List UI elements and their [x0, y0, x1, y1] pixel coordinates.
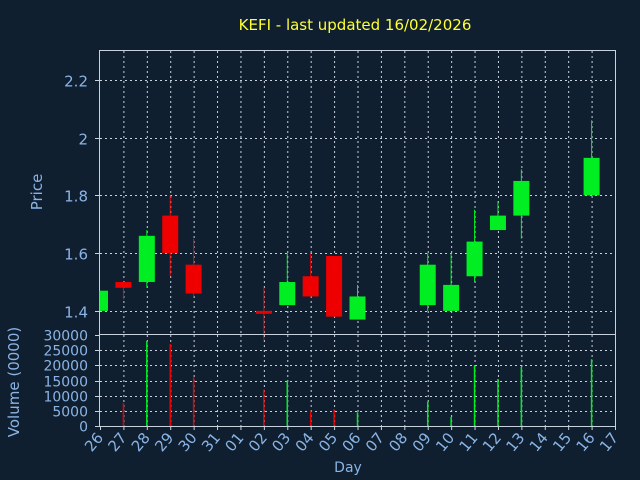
candle-body — [185, 264, 202, 294]
volume-tick-label: 20000 — [43, 359, 88, 375]
x-tick-label: 03 — [268, 429, 294, 455]
candle-03 — [279, 253, 296, 306]
candle-04 — [302, 253, 319, 297]
x-tick-label: 05 — [315, 429, 341, 455]
candle-02 — [255, 287, 272, 340]
volume-axis-label: Volume (0000) — [5, 327, 23, 437]
x-tick-label: 12 — [479, 429, 505, 455]
x-tick-label: 04 — [292, 429, 318, 455]
candle-body — [349, 296, 366, 320]
x-tick-label: 11 — [456, 429, 482, 455]
price-tick-label: 1.6 — [64, 246, 88, 264]
candle-10 — [443, 253, 460, 311]
volume-tick-label: 30000 — [43, 329, 88, 345]
candle-body — [279, 282, 296, 306]
candle-09 — [419, 253, 436, 311]
x-tick-label: 09 — [409, 429, 435, 455]
candle-27 — [115, 282, 132, 300]
candle-12 — [489, 201, 506, 231]
chart-title: KEFI - last updated 16/02/2026 — [239, 16, 472, 34]
volume-tick-label: 0 — [79, 420, 88, 436]
x-tick-label: 01 — [221, 429, 247, 455]
price-tick-label: 2.2 — [64, 73, 88, 91]
candle-13 — [513, 169, 530, 239]
x-tick-label: 16 — [573, 429, 599, 455]
price-y-ticks: 1.4 1.6 1.8 2 2.2 — [64, 73, 100, 322]
candle-body — [138, 235, 155, 283]
candle-body — [302, 276, 319, 297]
x-tick-label: 15 — [549, 429, 575, 455]
x-axis-ticks: 2627282930310102030405060708091011121314… — [81, 426, 622, 455]
x-tick-label: 30 — [175, 429, 201, 455]
x-tick-label: 07 — [362, 429, 388, 455]
price-tick-label: 2 — [78, 131, 88, 149]
x-tick-label: 10 — [432, 429, 458, 455]
candles — [99, 120, 600, 340]
x-tick-label: 29 — [151, 429, 177, 455]
candle-body — [100, 290, 108, 311]
x-tick-label: 17 — [596, 429, 622, 455]
volume-tick-label: 5000 — [52, 405, 88, 421]
volume-tick-label: 15000 — [43, 375, 88, 391]
candle-05 — [326, 256, 343, 317]
x-tick-label: 27 — [104, 429, 130, 455]
candle-06 — [349, 284, 366, 320]
volume-tick-label: 25000 — [43, 344, 88, 360]
candle-body — [466, 241, 483, 277]
candle-29 — [162, 195, 179, 277]
x-tick-label: 06 — [339, 429, 365, 455]
volume-tick-label: 10000 — [43, 390, 88, 406]
price-tick-label: 1.4 — [64, 304, 88, 322]
candle-11 — [466, 209, 483, 283]
x-tick-label: 13 — [502, 429, 528, 455]
candle-body — [443, 284, 460, 311]
volume-bars — [122, 341, 593, 426]
x-tick-label: 08 — [385, 429, 411, 455]
candle-26 — [99, 290, 108, 311]
x-axis-label: Day — [334, 460, 362, 476]
candle-body — [115, 282, 132, 288]
candle-body — [255, 310, 272, 314]
x-tick-label: 02 — [245, 429, 271, 455]
x-tick-label: 28 — [128, 429, 154, 455]
price-panel: 1.4 1.6 1.8 2 2.2 Price — [28, 50, 616, 340]
candle-28 — [138, 230, 155, 288]
candle-30 — [185, 238, 202, 297]
candle-16 — [583, 120, 600, 196]
candle-body — [419, 264, 436, 306]
candle-body — [489, 215, 506, 231]
candle-body — [162, 215, 179, 254]
candle-body — [513, 180, 530, 216]
price-tick-label: 1.8 — [64, 188, 88, 206]
x-tick-label: 31 — [198, 429, 224, 455]
candle-body — [583, 157, 600, 196]
candle-body — [326, 256, 343, 317]
x-tick-label: 14 — [526, 429, 552, 455]
price-axis-label: Price — [28, 174, 46, 211]
